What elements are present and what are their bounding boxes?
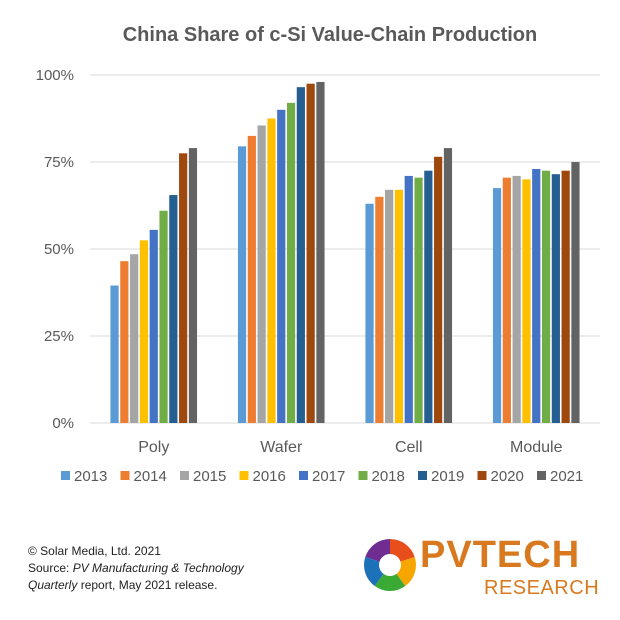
bar-wafer-2014 — [247, 135, 256, 423]
legend-label-2021: 2021 — [550, 468, 583, 485]
x-category-label: Cell — [395, 439, 423, 456]
bar-module-2021 — [571, 162, 580, 423]
bar-wafer-2018 — [286, 102, 296, 423]
legend-label-2014: 2014 — [134, 468, 167, 485]
source-publication: PV Manufacturing & Technology — [72, 561, 244, 575]
y-tick-label: 0% — [52, 415, 74, 432]
bar-poly-2021 — [188, 148, 198, 423]
legend-label-2018: 2018 — [372, 468, 405, 485]
bar-cell-2018 — [414, 177, 423, 423]
chart-title: China Share of c-Si Value-Chain Producti… — [123, 24, 538, 46]
logo-subtitle: RESEARCH — [484, 577, 600, 599]
bar-cell-2020 — [434, 156, 443, 423]
legend-label-2019: 2019 — [431, 468, 464, 485]
copyright-text: © Solar Media, Ltd. 2021 — [28, 544, 161, 558]
bar-module-2013 — [492, 188, 502, 423]
pvtech-ring-icon — [364, 539, 416, 591]
y-axis-ticks: 0% 25% 50% 75% 100% — [36, 67, 74, 432]
legend-swatch-2016 — [239, 471, 249, 480]
legend-label-2015: 2015 — [193, 468, 226, 485]
bar-poly-2020 — [179, 153, 188, 424]
source-prefix: Source: — [28, 561, 73, 575]
bar-module-2016 — [522, 179, 531, 423]
logo-ring-segment — [365, 539, 390, 562]
bar-module-2014 — [502, 177, 511, 423]
x-category-label: Poly — [138, 439, 169, 456]
bar-cell-2017 — [404, 175, 413, 423]
source-line-2: Quarterly report, May 2021 release. — [28, 577, 244, 594]
source-release: report, May 2021 release. — [77, 578, 218, 592]
bar-wafer-2016 — [267, 118, 276, 423]
bar-cell-2013 — [365, 203, 374, 423]
x-axis-labels: Poly Wafer Cell Module — [138, 439, 562, 456]
logo-ring-segment — [374, 573, 406, 591]
logo-title: PVTECH — [420, 534, 581, 576]
bar-module-2018 — [541, 170, 551, 423]
logo-ring-segment — [364, 556, 384, 587]
legend-label-2017: 2017 — [312, 468, 345, 485]
bar-cell-2014 — [375, 196, 384, 423]
bar-wafer-2019 — [296, 87, 305, 424]
legend-swatch-2018 — [358, 471, 368, 480]
legend-swatch-2017 — [299, 471, 308, 480]
bar-cell-2021 — [443, 148, 453, 423]
bar-poly-2019 — [169, 195, 178, 423]
y-tick-label: 100% — [36, 67, 74, 84]
x-category-label: Module — [510, 439, 563, 456]
bar-wafer-2015 — [257, 125, 266, 424]
bar-module-2015 — [512, 175, 521, 423]
source-line: Source: PV Manufacturing & Technology — [28, 560, 244, 577]
bar-cell-2016 — [394, 189, 404, 423]
bar-cell-2015 — [385, 189, 394, 423]
legend-swatch-2021 — [537, 471, 546, 480]
legend-swatch-2014 — [120, 471, 130, 480]
bar-poly-2016 — [139, 240, 149, 423]
pvtech-logo: PVTECH RESEARCH — [362, 531, 602, 603]
legend-swatch-2015 — [180, 471, 189, 480]
legend-swatch-2019 — [418, 471, 427, 480]
logo-ring-segment — [396, 556, 416, 587]
bar-wafer-2013 — [237, 146, 247, 423]
y-tick-label: 25% — [44, 328, 74, 345]
legend: 2013 2014 2015 2016 2017 2018 2019 2020 2021 — [61, 468, 583, 485]
bar-module-2020 — [561, 170, 570, 423]
legend-swatch-2020 — [477, 471, 487, 480]
legend-swatch-2013 — [61, 471, 70, 480]
bar-poly-2014 — [120, 261, 129, 423]
bar-module-2017 — [532, 168, 541, 423]
bar-wafer-2017 — [277, 109, 286, 424]
credits: © Solar Media, Ltd. 2021 Source: PV Manu… — [28, 543, 244, 594]
y-tick-label: 75% — [44, 154, 74, 171]
chart: China Share of c-Si Value-Chain Producti… — [36, 24, 600, 485]
logo-ring-segment — [390, 539, 415, 562]
bar-poly-2017 — [149, 229, 158, 423]
source-publication-2: Quarterly — [28, 578, 78, 592]
legend-label-2016: 2016 — [253, 468, 286, 485]
bar-wafer-2020 — [306, 83, 315, 423]
bar-wafer-2021 — [316, 81, 325, 424]
bar-cell-2019 — [424, 170, 433, 423]
bar-poly-2015 — [130, 254, 139, 423]
x-category-label: Wafer — [260, 439, 303, 456]
legend-label-2013: 2013 — [74, 468, 107, 485]
legend-label-2020: 2020 — [491, 468, 524, 485]
bars — [110, 81, 580, 424]
bar-poly-2018 — [159, 210, 168, 423]
bar-module-2019 — [551, 174, 560, 423]
bar-poly-2013 — [110, 285, 119, 423]
y-tick-label: 50% — [44, 241, 74, 258]
